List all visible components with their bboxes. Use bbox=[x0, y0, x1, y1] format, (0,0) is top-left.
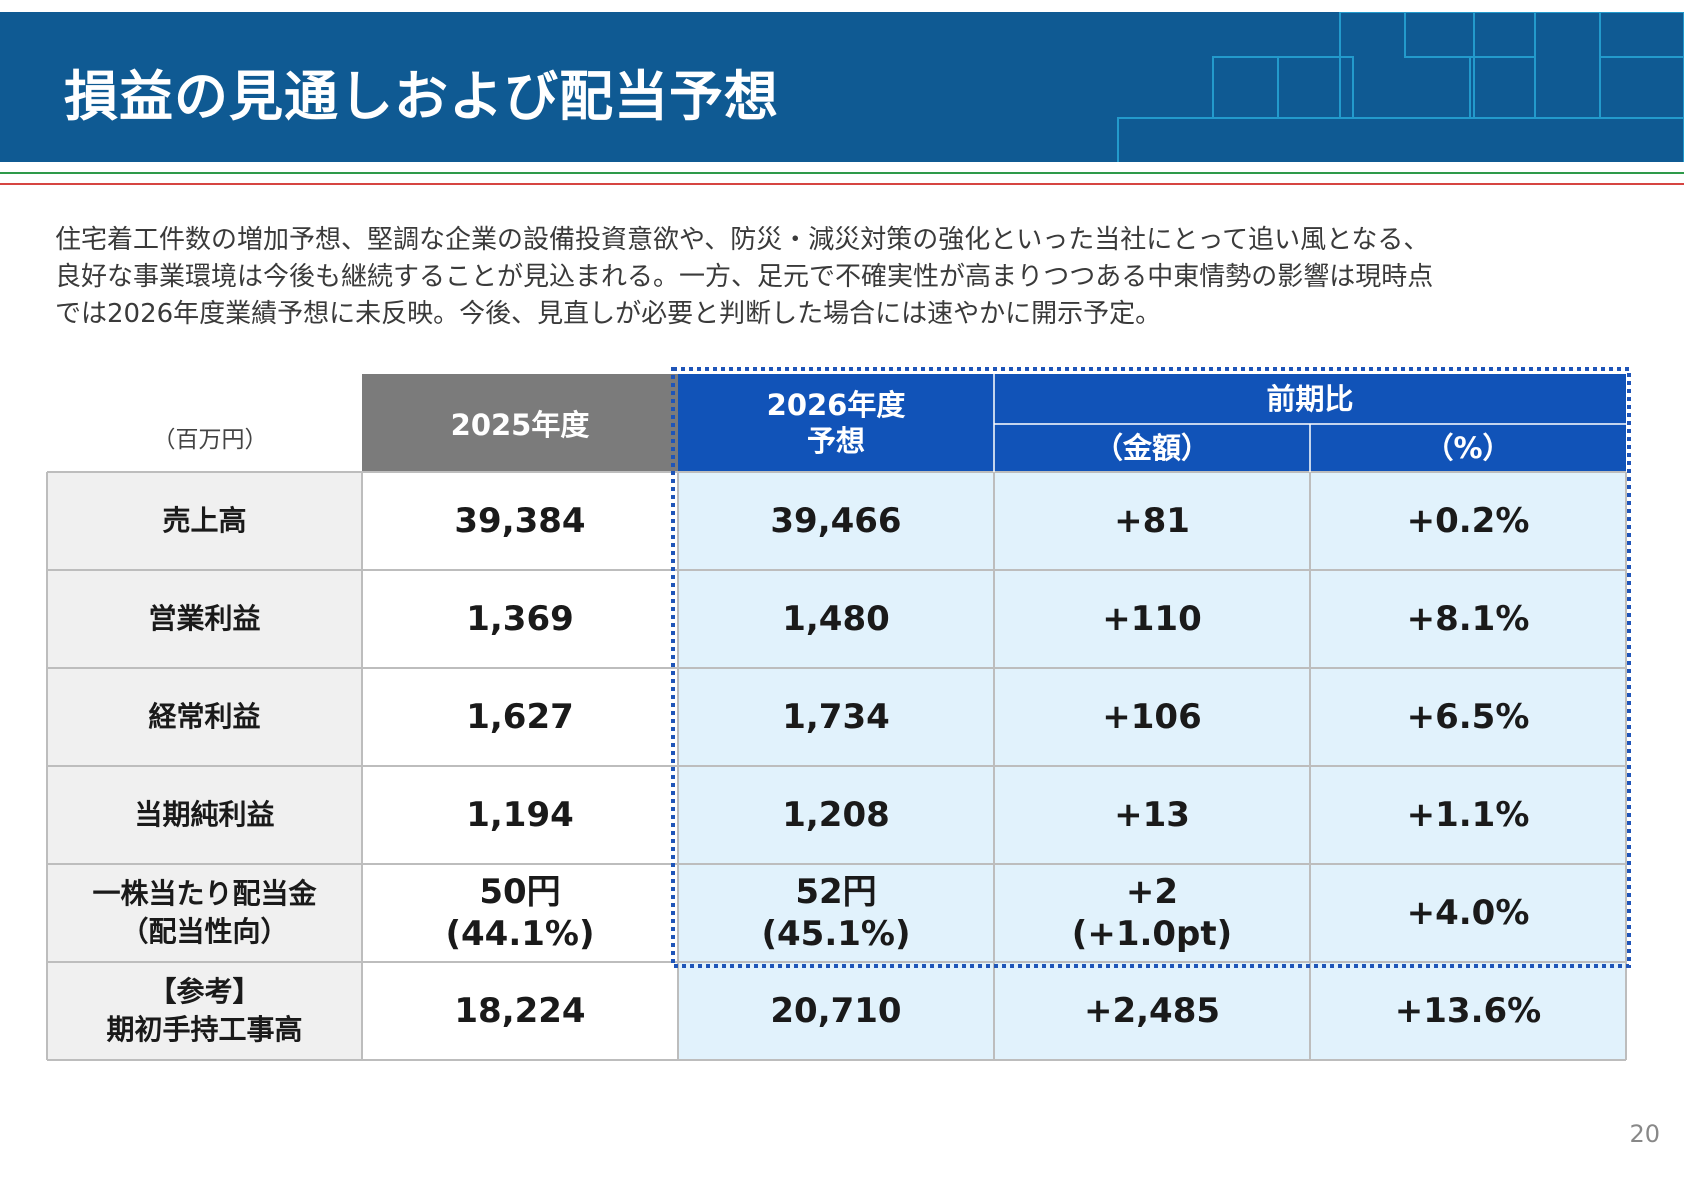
row-label-text: 売上高 bbox=[162, 504, 247, 537]
cell-yoy-amount: +81 bbox=[994, 472, 1310, 570]
row-label-text: （配当性向） bbox=[120, 915, 289, 948]
cell-fy2025-text: 18,224 bbox=[454, 991, 586, 1031]
cell-fy2025: 1,627 bbox=[362, 668, 678, 766]
cell-yoy-percent: +8.1% bbox=[1310, 570, 1626, 668]
cell-fy2025: 39,384 bbox=[362, 472, 678, 570]
cell-fy2026-forecast: 20,710 bbox=[678, 962, 994, 1060]
cell-fy2026-forecast-text: 1,734 bbox=[782, 697, 890, 737]
cell-yoy-percent-text: +13.6% bbox=[1394, 991, 1542, 1031]
cell-fy2026-forecast: 52円 (45.1%) bbox=[678, 864, 994, 962]
intro-line: では2026年度業績予想に未反映。今後、見直しが必要と判断した場合には速やかに開… bbox=[55, 299, 1162, 329]
row-label: 当期純利益 bbox=[47, 766, 362, 864]
cell-fy2025-text: 50円 bbox=[479, 872, 561, 912]
cell-yoy-amount-text: (+1.0pt) bbox=[1071, 914, 1233, 954]
accent-rule-red bbox=[0, 183, 1684, 185]
cell-fy2025: 1,194 bbox=[362, 766, 678, 864]
row-label-text: 経常利益 bbox=[148, 700, 261, 733]
cell-yoy-amount-text: +2,485 bbox=[1083, 991, 1221, 1031]
header-yoy-percent: （%） bbox=[1310, 424, 1626, 472]
intro-line: 住宅着工件数の増加予想、堅調な企業の設備投資意欲や、防災・減災対策の強化といった… bbox=[55, 225, 1430, 255]
header-fy2026-forecast: 2026年度 予想 bbox=[678, 374, 994, 472]
header-fy2026-forecast-label: 予想 bbox=[806, 424, 865, 458]
row-label-text: 当期純利益 bbox=[134, 798, 275, 831]
row-label: 一株当たり配当金 （配当性向） bbox=[47, 864, 362, 962]
cell-yoy-percent-text: +1.1% bbox=[1406, 795, 1530, 835]
cell-yoy-amount-text: +13 bbox=[1114, 795, 1190, 835]
page-title: 損益の見通しおよび配当予想 bbox=[64, 65, 779, 128]
unit-label: （百万円） bbox=[152, 427, 268, 453]
row-label: 売上高 bbox=[47, 472, 362, 570]
cell-fy2026-forecast: 1,734 bbox=[678, 668, 994, 766]
header-fy2025: 2025年度 bbox=[362, 374, 678, 472]
cell-fy2026-forecast: 39,466 bbox=[678, 472, 994, 570]
slide-header: 損益の見通しおよび配当予想 bbox=[0, 12, 1684, 162]
cell-fy2025: 50円 (44.1%) bbox=[362, 864, 678, 962]
cell-yoy-percent-text: +0.2% bbox=[1406, 501, 1530, 541]
row-label-text: 期初手持工事高 bbox=[106, 1013, 303, 1046]
cell-yoy-amount-text: +81 bbox=[1114, 501, 1190, 541]
cell-yoy-percent: +13.6% bbox=[1310, 962, 1626, 1060]
intro-paragraph: 住宅着工件数の増加予想、堅調な企業の設備投資意欲や、防災・減災対策の強化といった… bbox=[55, 222, 1665, 333]
cell-yoy-percent: +1.1% bbox=[1310, 766, 1626, 864]
cell-fy2025-text: 1,627 bbox=[466, 697, 574, 737]
cell-yoy-amount: +110 bbox=[994, 570, 1310, 668]
cell-yoy-amount-text: +110 bbox=[1102, 599, 1202, 639]
cell-yoy-percent: +6.5% bbox=[1310, 668, 1626, 766]
cell-yoy-percent-text: +4.0% bbox=[1406, 893, 1530, 933]
cell-yoy-percent: +4.0% bbox=[1310, 864, 1626, 962]
cell-fy2026-forecast-text: 1,208 bbox=[782, 795, 890, 835]
cell-fy2025-text: 1,194 bbox=[466, 795, 574, 835]
intro-line: 良好な事業環境は今後も継続することが見込まれる。一方、足元で不確実性が高まりつつ… bbox=[55, 262, 1434, 292]
cell-fy2026-forecast-text: 39,466 bbox=[770, 501, 902, 541]
row-label: 営業利益 bbox=[47, 570, 362, 668]
header-yoy: 前期比 bbox=[994, 374, 1626, 424]
cell-yoy-percent: +0.2% bbox=[1310, 472, 1626, 570]
cell-yoy-amount-text: +106 bbox=[1102, 697, 1202, 737]
cell-yoy-amount-text: +2 bbox=[1125, 872, 1179, 912]
page-number: 20 bbox=[1629, 1120, 1660, 1148]
cell-fy2025: 1,369 bbox=[362, 570, 678, 668]
cell-yoy-amount: +106 bbox=[994, 668, 1310, 766]
header-yoy-amount: （金額） bbox=[994, 424, 1310, 472]
cell-fy2025: 18,224 bbox=[362, 962, 678, 1060]
cell-fy2026-forecast-text: 20,710 bbox=[770, 991, 902, 1031]
cell-fy2026-forecast: 1,480 bbox=[678, 570, 994, 668]
cell-fy2026-forecast: 1,208 bbox=[678, 766, 994, 864]
cell-fy2025-text: 1,369 bbox=[466, 599, 574, 639]
row-label-text: 営業利益 bbox=[148, 602, 261, 635]
cell-fy2026-forecast-text: 52円 bbox=[795, 872, 877, 912]
cell-fy2026-forecast-text: (45.1%) bbox=[761, 914, 911, 954]
cell-yoy-percent-text: +6.5% bbox=[1406, 697, 1530, 737]
header-grid-decoration bbox=[1117, 12, 1684, 162]
row-label-text: 【参考】 bbox=[148, 975, 261, 1008]
cell-yoy-amount: +2 (+1.0pt) bbox=[994, 864, 1310, 962]
cell-yoy-amount: +2,485 bbox=[994, 962, 1310, 1060]
row-label: 経常利益 bbox=[47, 668, 362, 766]
header-fy2026-year: 2026年度 bbox=[766, 388, 906, 422]
row-label-text: 一株当たり配当金 bbox=[92, 877, 317, 910]
cell-fy2025-text: (44.1%) bbox=[445, 914, 595, 954]
cell-fy2025-text: 39,384 bbox=[454, 501, 586, 541]
cell-yoy-percent-text: +8.1% bbox=[1406, 599, 1530, 639]
cell-yoy-amount: +13 bbox=[994, 766, 1310, 864]
accent-rule-green bbox=[0, 172, 1684, 174]
row-label: 【参考】期初手持工事高 bbox=[47, 962, 362, 1060]
cell-fy2026-forecast-text: 1,480 bbox=[782, 599, 890, 639]
